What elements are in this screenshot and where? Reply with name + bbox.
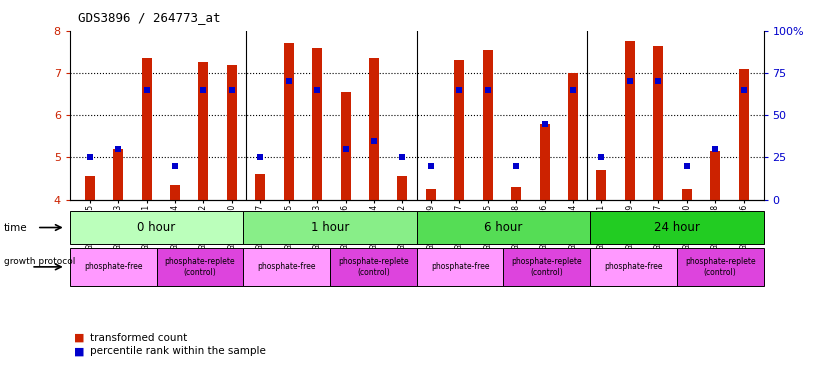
Text: transformed count: transformed count [90, 333, 187, 343]
Point [168, 163, 181, 169]
Point [709, 146, 722, 152]
Text: percentile rank within the sample: percentile rank within the sample [90, 346, 266, 356]
Point [595, 154, 608, 161]
Point [112, 146, 125, 152]
Text: phosphate-free: phosphate-free [431, 262, 489, 271]
Text: time: time [4, 222, 28, 233]
Point [566, 87, 580, 93]
Point [282, 78, 296, 84]
Point [197, 87, 210, 93]
Point [396, 154, 409, 161]
Text: ■: ■ [74, 333, 85, 343]
Point [452, 87, 466, 93]
Text: phosphate-free: phosphate-free [257, 262, 316, 271]
Point [481, 87, 494, 93]
Bar [483, 50, 493, 200]
Text: 6 hour: 6 hour [484, 221, 522, 234]
Text: 0 hour: 0 hour [137, 221, 176, 234]
Point [339, 146, 352, 152]
Text: growth protocol: growth protocol [4, 257, 76, 266]
Point [680, 163, 693, 169]
Bar [113, 149, 123, 200]
Text: phosphate-replete
(control): phosphate-replete (control) [685, 257, 755, 276]
Text: phosphate-replete
(control): phosphate-replete (control) [338, 257, 409, 276]
Bar [341, 92, 351, 200]
Text: phosphate-free: phosphate-free [604, 262, 663, 271]
Text: phosphate-replete
(control): phosphate-replete (control) [164, 257, 235, 276]
Point [225, 87, 238, 93]
Point [310, 87, 323, 93]
Bar [654, 46, 663, 200]
Bar [227, 65, 236, 200]
Point [140, 87, 154, 93]
Text: phosphate-replete
(control): phosphate-replete (control) [511, 257, 582, 276]
Text: 24 hour: 24 hour [654, 221, 699, 234]
Point [623, 78, 636, 84]
Text: phosphate-free: phosphate-free [84, 262, 142, 271]
Text: ■: ■ [74, 346, 85, 356]
Bar [681, 189, 692, 200]
Bar [85, 177, 94, 200]
Bar [141, 58, 152, 200]
Point [368, 137, 381, 144]
Bar [255, 174, 265, 200]
Point [254, 154, 267, 161]
Point [83, 154, 96, 161]
Bar [284, 43, 294, 200]
Bar [426, 189, 436, 200]
Bar [568, 73, 578, 200]
Point [510, 163, 523, 169]
Bar [539, 124, 549, 200]
Bar [710, 151, 720, 200]
Bar [369, 58, 379, 200]
Bar [312, 48, 322, 200]
Point [652, 78, 665, 84]
Point [737, 87, 750, 93]
Bar [625, 41, 635, 200]
Point [538, 121, 551, 127]
Bar [597, 170, 607, 200]
Text: 1 hour: 1 hour [311, 221, 349, 234]
Bar [739, 69, 749, 200]
Bar [170, 185, 180, 200]
Bar [199, 63, 209, 200]
Bar [454, 60, 465, 200]
Text: GDS3896 / 264773_at: GDS3896 / 264773_at [78, 12, 221, 25]
Bar [397, 177, 407, 200]
Point [424, 163, 438, 169]
Bar [511, 187, 521, 200]
